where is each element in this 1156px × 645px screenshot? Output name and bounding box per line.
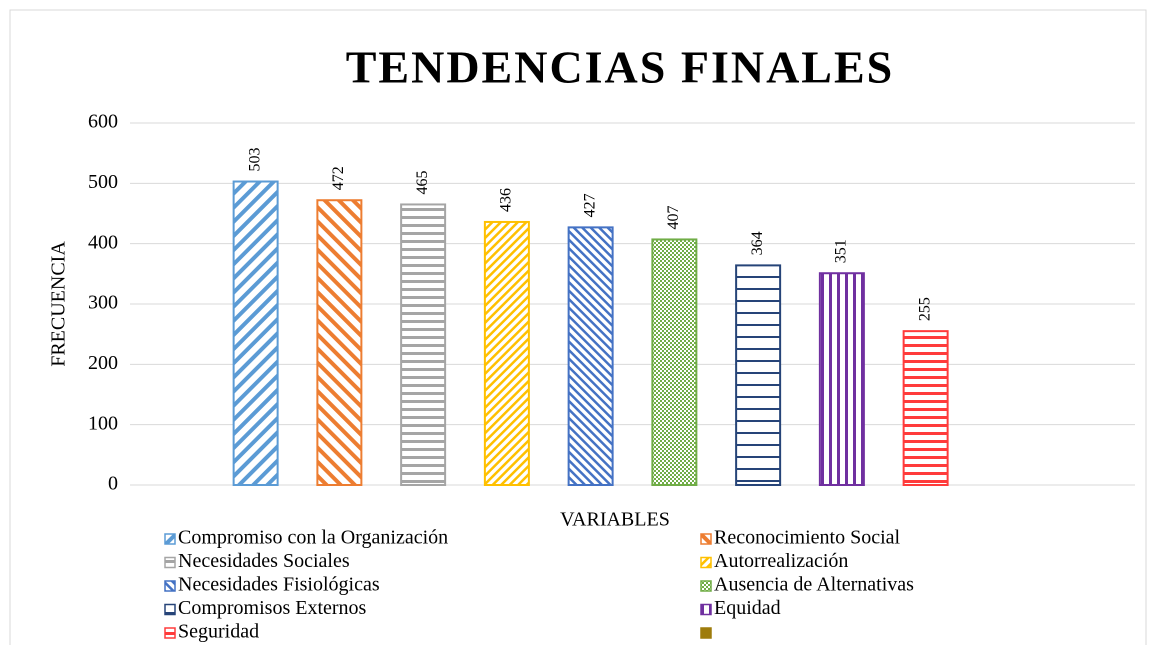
legend-swatch <box>700 556 712 569</box>
bar <box>567 226 614 486</box>
bar <box>483 220 530 487</box>
bar <box>902 330 949 486</box>
bar <box>735 264 782 486</box>
data-label: 407 <box>665 205 682 229</box>
chart-title: TENDENCIAS FINALES <box>346 42 895 93</box>
y-tick-label: 200 <box>88 352 118 374</box>
y-axis-label: FRECUENCIA <box>48 241 70 367</box>
y-tick-label: 0 <box>108 473 118 495</box>
data-label: 255 <box>916 297 933 321</box>
legend-label: Seguridad <box>178 621 259 643</box>
legend-label: Equidad <box>714 597 781 619</box>
data-label: 472 <box>330 166 347 190</box>
legend-swatch <box>700 627 712 639</box>
legend-swatch <box>164 580 176 592</box>
data-label: 427 <box>581 193 598 217</box>
data-label: 351 <box>833 239 850 263</box>
legend-label: Reconocimiento Social <box>714 527 901 549</box>
legend-label: Compromiso con la Organización <box>178 527 448 549</box>
legend-swatch <box>700 533 712 545</box>
data-label: 364 <box>749 231 766 255</box>
legend-swatch <box>700 603 712 616</box>
bar <box>400 203 447 486</box>
y-tick-label: 100 <box>88 412 118 434</box>
legend-label: Necesidades Fisiológicas <box>178 574 380 596</box>
y-tick-label: 300 <box>88 292 118 314</box>
bar <box>651 238 698 486</box>
legend-swatch <box>164 603 176 616</box>
legend-label: Necesidades Sociales <box>178 550 350 572</box>
legend-swatch <box>164 533 176 545</box>
legend-swatch <box>164 627 176 639</box>
data-label: 503 <box>246 148 263 172</box>
bar <box>818 272 865 487</box>
legend-label: Compromisos Externos <box>178 597 367 619</box>
y-tick-label: 400 <box>88 231 118 253</box>
y-tick-label: 600 <box>88 111 118 133</box>
data-label: 436 <box>498 188 515 212</box>
legend-label: Ausencia de Alternativas <box>714 574 914 596</box>
x-axis-label: VARIABLES <box>560 509 670 531</box>
bar <box>232 180 279 486</box>
legend-swatch <box>700 580 712 592</box>
bar <box>316 199 363 487</box>
y-tick-label: 500 <box>88 171 118 193</box>
legend-label: Autorrealización <box>714 550 848 572</box>
data-label: 465 <box>414 170 431 194</box>
legend-swatch <box>164 556 176 569</box>
